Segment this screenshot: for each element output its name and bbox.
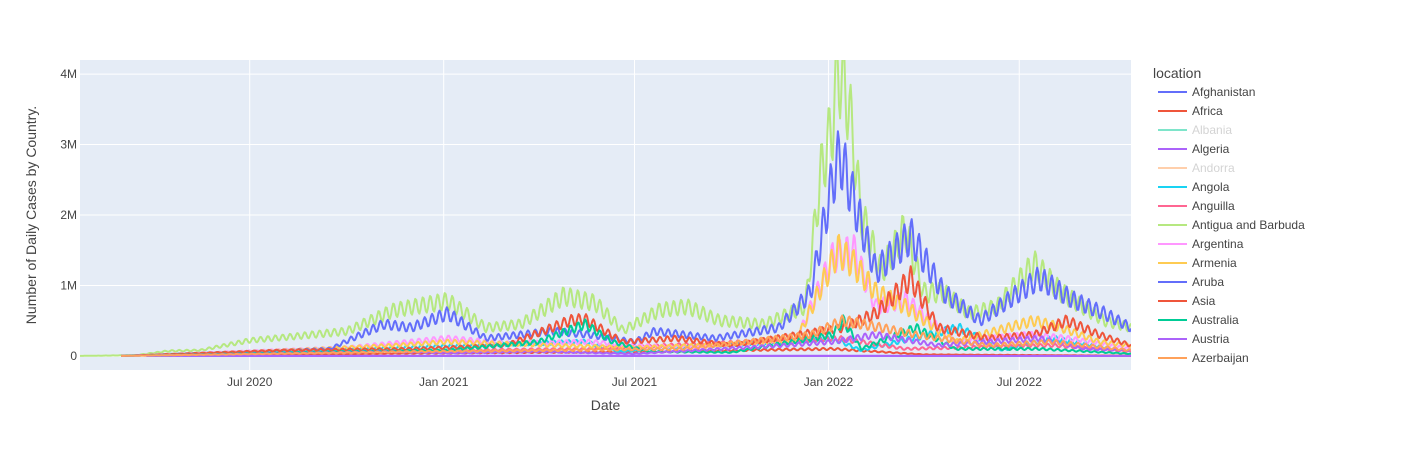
legend-item-azerbaijan[interactable]: Azerbaijan (1158, 351, 1249, 365)
legend-item-argentina[interactable]: Argentina (1158, 237, 1244, 251)
y-axis-ticks: 0 1M 2M 3M 4M (60, 67, 77, 363)
series-line-azerbaijan[interactable] (121, 314, 1131, 357)
legend-item-angola[interactable]: Angola (1158, 180, 1230, 194)
legend-label: Asia (1192, 294, 1216, 308)
series-layer (80, 43, 1131, 357)
legend-item-australia[interactable]: Australia (1158, 313, 1239, 327)
legend-label: Albania (1192, 123, 1232, 137)
legend-label: Antigua and Barbuda (1192, 218, 1305, 232)
x-tick-label: Jul 2020 (227, 375, 273, 389)
legend-item-andorra[interactable]: Andorra (1158, 161, 1235, 175)
legend-item-asia[interactable]: Asia (1158, 294, 1216, 308)
y-axis-title: Number of Daily Cases by Country. (23, 106, 39, 324)
legend-label: Africa (1192, 104, 1223, 118)
legend-label: Austria (1192, 332, 1230, 346)
x-tick-label: Jul 2021 (612, 375, 658, 389)
legend-item-afghanistan[interactable]: Afghanistan (1158, 85, 1255, 99)
legend-item-aruba[interactable]: Aruba (1158, 275, 1224, 289)
y-tick-label: 2M (60, 208, 77, 222)
series-line-asia[interactable] (121, 265, 1131, 357)
x-axis-title: Date (591, 397, 621, 413)
legend-label: Afghanistan (1192, 85, 1255, 99)
legend-label: Australia (1192, 313, 1239, 327)
legend-label: Andorra (1192, 161, 1235, 175)
legend-label: Argentina (1192, 237, 1244, 251)
y-tick-label: 0 (70, 349, 77, 363)
legend-item-anguilla[interactable]: Anguilla (1158, 199, 1235, 213)
legend-label: Angola (1192, 180, 1230, 194)
legend-item-austria[interactable]: Austria (1158, 332, 1230, 346)
y-tick-label: 4M (60, 67, 77, 81)
legend-label: Anguilla (1192, 199, 1235, 213)
legend-label: Aruba (1192, 275, 1224, 289)
y-tick-label: 1M (60, 278, 77, 292)
x-tick-label: Jan 2022 (804, 375, 854, 389)
legend-label: Azerbaijan (1192, 351, 1249, 365)
legend-item-albania[interactable]: Albania (1158, 123, 1232, 137)
x-tick-label: Jan 2021 (419, 375, 469, 389)
legend-item-africa[interactable]: Africa (1158, 104, 1223, 118)
x-axis-ticks: Jul 2020 Jan 2021 Jul 2021 Jan 2022 Jul 2022 (227, 375, 1042, 389)
legend-item-armenia[interactable]: Armenia (1158, 256, 1237, 270)
legend-title: location (1153, 65, 1201, 81)
x-tick-label: Jul 2022 (997, 375, 1043, 389)
legend[interactable]: location Afghanistan Africa Albania Algeria… (1153, 65, 1305, 365)
legend-item-algeria[interactable]: Algeria (1158, 142, 1230, 156)
legend-item-antigua-and-barbuda[interactable]: Antigua and Barbuda (1158, 218, 1305, 232)
y-tick-label: 3M (60, 138, 77, 152)
series-line-antigua-and-barbuda[interactable] (80, 43, 1131, 357)
legend-label: Armenia (1192, 256, 1237, 270)
legend-label: Algeria (1192, 142, 1230, 156)
